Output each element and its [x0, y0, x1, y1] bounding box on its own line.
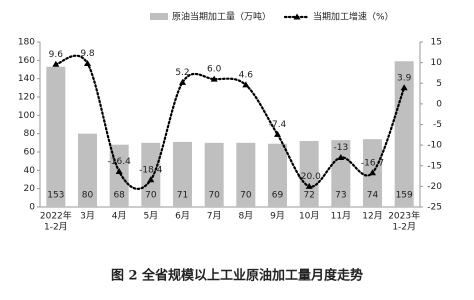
bar-value-label: 69 — [272, 191, 284, 201]
bar — [204, 142, 224, 207]
legend-label: 当期加工增速（%） — [313, 11, 394, 23]
bar — [78, 133, 97, 207]
line-value-label: 9.6 — [49, 50, 64, 60]
x-tick-label: 5月 — [143, 211, 158, 222]
x-tick-label: 6月 — [175, 211, 190, 222]
line-value-label: -7.4 — [269, 120, 287, 130]
y2-tick-label: -10 — [427, 141, 442, 151]
bar-value-label: 70 — [145, 191, 157, 201]
y-tick-label: 40 — [24, 166, 36, 176]
y-tick-label: 100 — [18, 111, 35, 121]
bar-value-label: 68 — [113, 191, 125, 201]
bar-value-label: 159 — [396, 191, 413, 201]
x-tick-label: 9月 — [270, 211, 285, 222]
legend-swatch — [150, 13, 168, 20]
y2-tick-label: -20 — [427, 182, 442, 192]
y-tick-label: 20 — [24, 184, 36, 194]
marker — [115, 168, 123, 175]
marker — [400, 84, 408, 91]
line-value-label: 3.9 — [397, 73, 412, 83]
line-value-label: 4.6 — [239, 70, 254, 80]
marker — [179, 78, 186, 85]
marker — [337, 154, 345, 160]
bar — [268, 143, 287, 207]
marker — [242, 81, 250, 88]
line — [54, 54, 406, 190]
line-value-label: -20.0 — [298, 172, 322, 182]
bar — [331, 140, 351, 207]
y2-tick-label: 10 — [431, 58, 443, 68]
bar — [141, 142, 161, 207]
y-tick-label: 60 — [24, 148, 36, 158]
x-tick-label: 10月 — [299, 211, 319, 222]
y2-tick-label: 5 — [436, 79, 442, 89]
y-tick-label: 160 — [18, 56, 35, 66]
y-tick-label: 0 — [29, 203, 35, 213]
y-tick-label: 140 — [18, 74, 35, 84]
marker — [147, 176, 155, 183]
bar — [173, 141, 192, 207]
x-tick-label: 11月 — [331, 211, 351, 222]
x-tick-label: 1-2月 — [392, 222, 416, 233]
y2-tick-label: -5 — [433, 120, 442, 130]
chart-title: 图 2 全省规模以上工业原油加工量月度走势 — [111, 268, 363, 284]
bar-value-label: 70 — [208, 191, 220, 201]
x-tick-label: 12月 — [362, 211, 382, 222]
line-value-label: 6.0 — [207, 65, 222, 75]
bar-value-label: 72 — [303, 191, 314, 201]
line-value-label: -16.4 — [108, 157, 132, 167]
y2-tick-label: -15 — [427, 161, 442, 171]
bar — [394, 61, 414, 207]
y-tick-label: 180 — [18, 38, 35, 48]
y2-tick-label: 15 — [431, 38, 442, 48]
bar-value-label: 80 — [82, 191, 94, 201]
line-value-label: -16.7 — [361, 158, 384, 168]
line-value-label: 5.2 — [175, 68, 189, 78]
bar — [46, 66, 66, 207]
marker — [274, 130, 281, 137]
x-tick-label: 1-2月 — [44, 222, 68, 233]
y2-tick-label: 0 — [436, 99, 442, 109]
line-value-label: 9.8 — [80, 49, 95, 59]
x-tick-label: 4月 — [112, 211, 127, 222]
line-value-label: -13 — [333, 143, 348, 153]
marker — [84, 59, 91, 66]
legend-label: 原油当期加工量（万吨） — [172, 11, 271, 23]
marker — [210, 75, 218, 82]
marker — [52, 60, 60, 67]
y-tick-label: 120 — [18, 93, 35, 103]
line-value-label: -18.4 — [139, 165, 163, 175]
bar-value-label: 73 — [335, 191, 346, 201]
x-tick-label: 2022年 — [40, 210, 72, 222]
bar-value-label: 74 — [367, 191, 379, 201]
y2-tick-label: -25 — [427, 203, 442, 213]
bar-value-label: 153 — [47, 191, 64, 201]
y-tick-label: 80 — [24, 129, 36, 139]
bar — [299, 141, 319, 207]
legend-marker — [293, 13, 301, 20]
x-tick-label: 8月 — [238, 211, 253, 222]
bar-value-label: 71 — [177, 191, 188, 201]
x-tick-label: 7月 — [207, 211, 222, 222]
x-tick-label: 2023年 — [388, 210, 420, 222]
x-tick-label: 3月 — [80, 211, 95, 222]
marker — [369, 169, 376, 176]
bar-value-label: 70 — [240, 191, 252, 201]
bar — [236, 142, 256, 207]
marker — [305, 182, 313, 189]
